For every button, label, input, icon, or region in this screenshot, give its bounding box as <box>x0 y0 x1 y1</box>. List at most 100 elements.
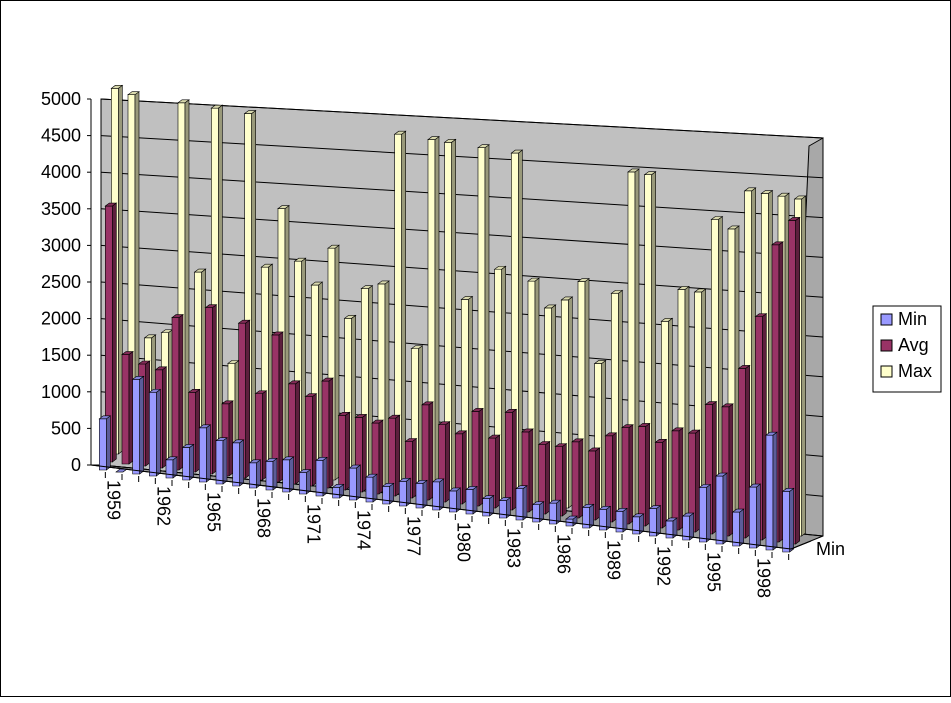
bar-min <box>465 485 478 515</box>
bar-front <box>482 498 490 517</box>
bar-top <box>754 313 768 317</box>
bar-top <box>271 331 284 336</box>
bar-min <box>265 457 278 491</box>
bar-top <box>410 345 424 350</box>
bar-top <box>504 409 518 413</box>
bar-top <box>371 419 384 424</box>
bar-side <box>378 419 384 495</box>
bar-top <box>387 414 401 419</box>
bar-top <box>677 286 690 290</box>
bar-min <box>365 473 378 503</box>
bar-side <box>528 428 534 513</box>
x-axis: 1959 1962 1965 1968 1971 1974 1977 1980 1983 1986… <box>90 464 792 598</box>
bar-side <box>222 437 228 485</box>
bar-side <box>578 438 584 519</box>
bar-side <box>245 319 250 479</box>
bar-min <box>715 472 728 545</box>
bar-avg <box>387 414 401 497</box>
bar-top <box>715 472 728 477</box>
bar-top <box>560 296 574 301</box>
bar-side <box>628 424 634 525</box>
bar-front <box>732 511 740 547</box>
y-tick-label: 4500 <box>41 126 81 146</box>
bar-top <box>248 459 262 464</box>
bar-side <box>106 415 111 471</box>
bar-min <box>748 483 762 549</box>
bar-front <box>232 442 240 487</box>
bar-front <box>532 504 540 523</box>
bar-top <box>277 205 290 209</box>
bar-side <box>439 478 444 511</box>
bar-top <box>110 85 124 89</box>
bar-min <box>131 375 145 475</box>
bar-front <box>782 491 790 553</box>
bar-min <box>315 456 328 497</box>
bar-min <box>248 459 262 489</box>
bar-top <box>354 414 368 418</box>
bar-top <box>131 375 145 380</box>
bar-top <box>310 281 324 286</box>
bar-top <box>348 464 362 469</box>
bar-top <box>187 389 201 393</box>
bar-top <box>648 505 662 509</box>
bar-side <box>406 477 411 507</box>
bar-avg <box>587 447 601 521</box>
bar-avg <box>454 430 468 505</box>
bar-front <box>182 447 190 481</box>
bar-avg <box>171 313 184 471</box>
bar-top <box>215 437 228 442</box>
bar-top <box>704 401 718 405</box>
bar-side <box>372 473 378 503</box>
bar-top <box>427 136 440 140</box>
x-tick-label: 1959 <box>103 480 123 520</box>
bar-top <box>443 138 457 143</box>
y-tick-label: 4000 <box>41 162 81 182</box>
bar-front <box>765 434 774 551</box>
bar-side <box>801 195 806 537</box>
bar-front <box>199 427 207 483</box>
bar-min <box>565 515 578 527</box>
bar-top <box>610 290 624 294</box>
bar-side <box>478 407 484 507</box>
bar-side <box>306 468 311 495</box>
bar-side <box>612 432 617 523</box>
bar-top <box>287 380 301 385</box>
bar-top <box>521 428 534 433</box>
bar-top <box>631 513 645 518</box>
bar-top <box>281 456 295 461</box>
bar-top <box>243 110 257 114</box>
bar-front <box>505 412 513 511</box>
bar-top <box>321 377 334 382</box>
bar-top <box>777 192 790 197</box>
bar-side <box>522 485 528 521</box>
bar-min <box>548 499 562 525</box>
bar-side <box>445 421 450 503</box>
x-tick-label: 1989 <box>603 540 623 580</box>
bar-top <box>337 411 351 416</box>
bar-top <box>593 360 607 364</box>
bar-top <box>165 456 178 461</box>
bar-top <box>643 171 657 175</box>
bar-top <box>465 486 478 490</box>
bar-min <box>231 439 245 487</box>
bar-side <box>739 508 744 547</box>
bar-side <box>722 472 728 545</box>
bar-min <box>415 479 428 509</box>
bar-side <box>472 485 478 515</box>
bar-side <box>456 487 461 513</box>
bar-min <box>698 483 712 543</box>
bar-top <box>181 444 195 448</box>
bar-top <box>671 427 684 432</box>
bar-side <box>422 479 428 509</box>
bar-top <box>598 506 612 510</box>
bar-avg <box>421 401 434 501</box>
bar-top <box>548 499 562 504</box>
bar-front <box>171 317 180 471</box>
x-tick-label: 1980 <box>453 522 473 562</box>
bar-top <box>615 508 628 512</box>
bar-avg <box>121 350 134 465</box>
bar-min <box>381 482 395 505</box>
bar-top <box>654 439 668 443</box>
